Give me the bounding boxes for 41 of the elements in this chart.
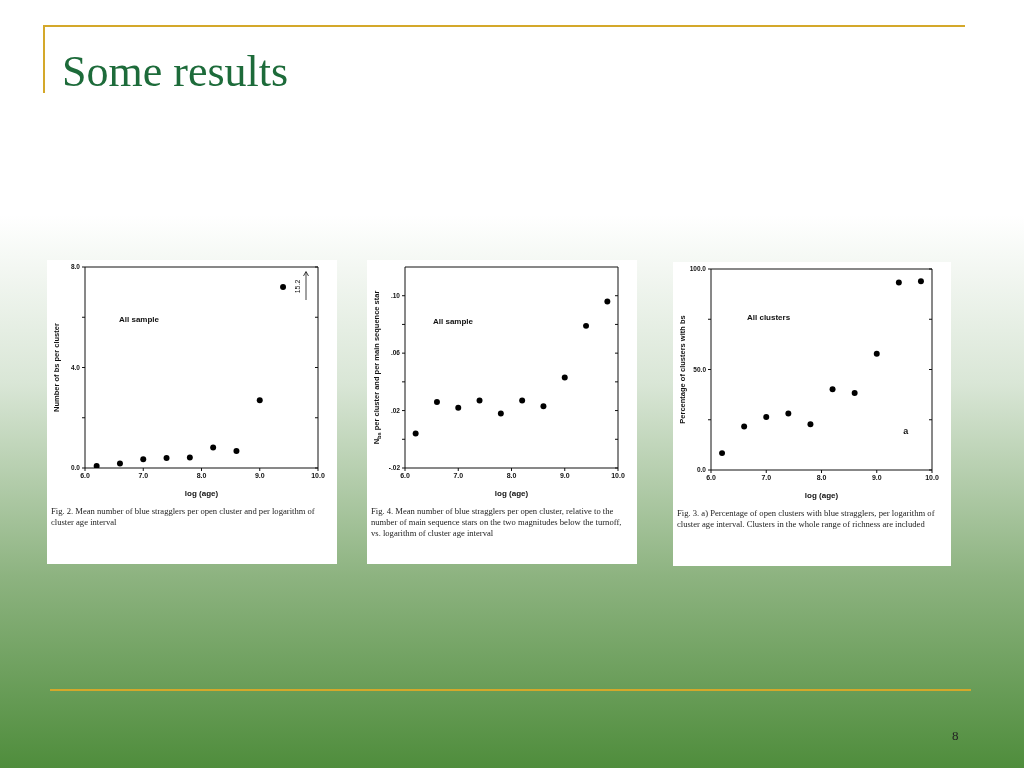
point (917, 278, 924, 285)
annotation: All sample (433, 317, 474, 326)
point (93, 463, 100, 468)
x-axis-title: log (age) (184, 489, 219, 498)
point (280, 284, 287, 291)
point (519, 397, 526, 404)
point (210, 444, 217, 451)
point (604, 298, 611, 305)
point (583, 322, 590, 329)
point (186, 454, 193, 461)
point (895, 279, 902, 286)
point (140, 456, 147, 463)
point (741, 423, 748, 430)
caption: Fig. 2. Mean number of blue stragglers per open cluster and per logarithm of cluster age interval (51, 506, 316, 528)
annotation: All clusters (747, 313, 791, 322)
point (233, 447, 240, 454)
annotation: a (903, 425, 909, 436)
point (412, 430, 419, 437)
point (497, 410, 504, 417)
point (433, 398, 440, 405)
point (851, 390, 858, 396)
text: 8 (952, 728, 959, 744)
x-axis-title: log (age) (494, 489, 529, 498)
point (561, 374, 568, 381)
chart-title: Some results (62, 46, 289, 97)
point (829, 386, 836, 393)
caption: Fig. 4. Mean number of blue stragglers per open cluster, relative to the number of main sequence stars on the two magnitudes below the turnoff, vs. logarithm of cluster age interval (371, 506, 623, 539)
point (540, 403, 547, 410)
point (807, 421, 814, 428)
point (116, 460, 123, 467)
point (476, 397, 483, 404)
point (763, 413, 770, 420)
point (785, 410, 792, 417)
point (455, 404, 462, 411)
point (256, 397, 263, 404)
caption: Fig. 3. a) Percentage of open clusters with blue stragglers, per logarithm of cluster age interval. Clusters in the whole range of richness are included (677, 508, 936, 530)
x-axis-title: log (age) (804, 491, 839, 500)
point (873, 350, 880, 357)
annotation: All sample (119, 315, 160, 324)
point (719, 450, 726, 457)
point (163, 454, 170, 461)
